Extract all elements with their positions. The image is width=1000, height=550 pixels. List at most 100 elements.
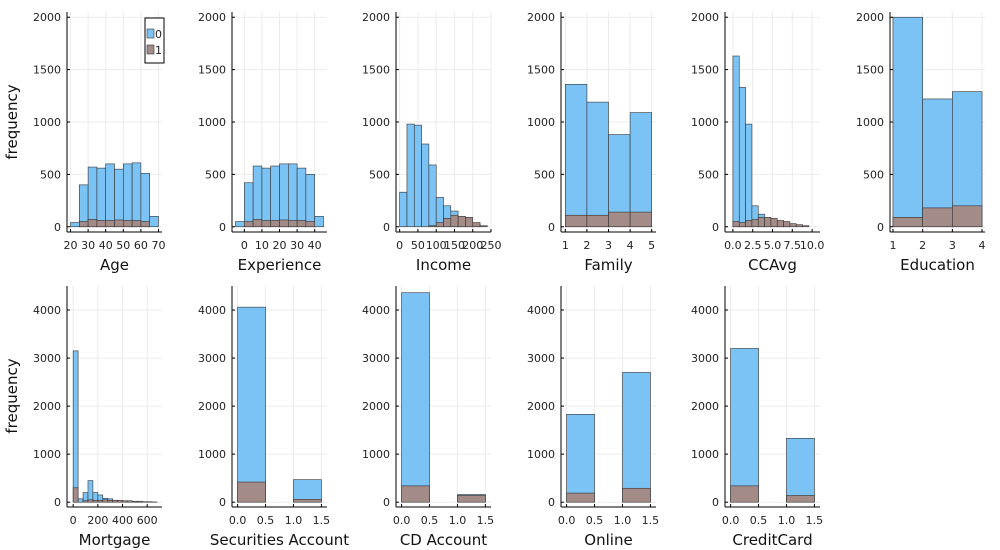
bar-age-class0 — [87, 166, 98, 228]
panel-creditcard: 0 1000 2000 3000 4000 0.0 0.5 1.0 1.5 CreditCard — [691, 286, 823, 549]
bar-family-class1 — [565, 214, 588, 228]
x-tick-label: 3 — [949, 239, 956, 252]
bar-mortgage-class1 — [137, 500, 143, 503]
bar-age-class0 — [140, 173, 150, 228]
bar-age-class1 — [79, 221, 89, 228]
bar-mortgage-class1 — [72, 487, 79, 503]
bar-family-class0 — [629, 112, 652, 228]
y-tick-label: 1500 — [33, 64, 61, 77]
y-tick-label: 1000 — [527, 116, 555, 129]
bar-income-class1 — [428, 225, 437, 228]
bar-income-class1 — [450, 214, 459, 228]
bar-age-class0 — [105, 163, 115, 228]
x-tick-label: 4 — [979, 239, 986, 252]
bar-age-class0 — [96, 167, 107, 228]
y-tick-label: 0 — [383, 496, 390, 509]
legend-label-0: 0 — [155, 28, 162, 41]
bar-ccavg-class1 — [795, 224, 803, 228]
bar-ccavg-class1 — [770, 218, 778, 228]
panel-experience: 0 500 1000 1500 2000 0 10 20 30 40 Experience — [198, 11, 327, 274]
bar-family-class0 — [565, 83, 588, 228]
x-tick-label: 5.0 — [764, 239, 782, 252]
bar-age-class0 — [149, 215, 159, 228]
x-tick-label: 1 — [889, 239, 896, 252]
y-tick-label: 1000 — [691, 448, 719, 461]
bar-education-class1 — [922, 207, 953, 228]
bar-creditcard-class1 — [730, 485, 759, 503]
x-axis-label-creditcard: CreditCard — [732, 531, 812, 549]
bar-ccavg-class1 — [745, 220, 753, 228]
bar-mortgage-class1 — [112, 499, 118, 503]
bar-family-class1 — [586, 214, 609, 228]
bar-income-class1 — [435, 222, 444, 228]
bar-experience-class1 — [305, 221, 315, 228]
y-tick-label: 500 — [863, 168, 884, 181]
x-tick-label: 3 — [605, 239, 612, 252]
y-tick-label: 0 — [219, 221, 226, 234]
bar-experience-class1 — [252, 219, 263, 228]
panel-online: 0 1000 2000 3000 4000 0.0 0.5 1.0 1.5 Online — [527, 286, 659, 549]
legend-swatch-0 — [146, 28, 155, 39]
bar-experience-class0 — [270, 165, 280, 228]
x-tick-label: 1.0 — [614, 514, 632, 527]
x-tick-label: 400 — [112, 514, 133, 527]
bar-securities-account-class1 — [293, 499, 322, 503]
bar-ccavg-class0 — [732, 55, 740, 228]
y-tick-label: 500 — [205, 168, 226, 181]
bar-family-class1 — [629, 211, 652, 228]
x-tick-label: 20 — [273, 239, 287, 252]
y-tick-label: 1500 — [856, 64, 884, 77]
x-tick-label: 0.0 — [229, 514, 247, 527]
y-tick-label: 2000 — [691, 11, 719, 24]
x-axis-label-experience: Experience — [238, 256, 322, 274]
bar-age-class1 — [96, 220, 107, 228]
bar-securities-account-class0 — [293, 479, 322, 503]
x-tick-label: 0.0 — [724, 239, 742, 252]
bar-ccavg-class1 — [764, 217, 772, 228]
y-tick-label: 0 — [877, 221, 884, 234]
bar-age-class1 — [122, 220, 133, 228]
x-tick-label: 70 — [151, 239, 165, 252]
y-tick-label: 2000 — [198, 11, 226, 24]
x-tick-label: 10.0 — [800, 239, 825, 252]
bar-mortgage-class1 — [127, 500, 133, 503]
bar-experience-class0 — [287, 163, 298, 228]
y-tick-label: 1000 — [33, 116, 61, 129]
y-tick-label: 1500 — [691, 64, 719, 77]
x-axis-label-online: Online — [584, 531, 632, 549]
bar-income-class0 — [428, 164, 437, 228]
bar-creditcard-class1 — [786, 495, 815, 503]
y-tick-label: 1500 — [362, 64, 390, 77]
bar-income-class0 — [399, 191, 408, 228]
bar-education-class1 — [892, 217, 923, 228]
bar-income-class1 — [443, 218, 452, 228]
bar-online-class0 — [566, 413, 595, 503]
bar-experience-class0 — [279, 163, 289, 228]
bar-age-class1 — [105, 220, 115, 228]
bar-experience-class1 — [270, 220, 280, 228]
bar-income-class1 — [457, 215, 466, 228]
x-tick-label: 100 — [426, 239, 447, 252]
x-tick-label: 1.5 — [477, 514, 495, 527]
y-tick-label: 0 — [54, 496, 61, 509]
y-tick-label: 500 — [534, 168, 555, 181]
x-tick-label: 0.0 — [722, 514, 740, 527]
y-tick-label: 2000 — [527, 11, 555, 24]
x-tick-label: 150 — [444, 239, 465, 252]
x-tick-label: 40 — [308, 239, 322, 252]
x-tick-label: 2 — [919, 239, 926, 252]
bar-family-class1 — [608, 211, 631, 228]
x-tick-label: 7.5 — [784, 239, 802, 252]
y-axis-label-row1: frequency — [3, 84, 21, 159]
bar-education-class0 — [922, 98, 953, 228]
x-axis-label-securities-account: Securities Account — [210, 531, 349, 549]
panel-securities-account: 0 1000 2000 3000 4000 0.0 0.5 1.0 1.5 Securities … — [198, 286, 349, 549]
bar-age-class1 — [87, 219, 98, 228]
bar-income-class1 — [472, 222, 481, 228]
x-tick-label: 600 — [137, 514, 158, 527]
x-axis-label-income: Income — [416, 256, 471, 274]
bar-cd-account-class1 — [401, 485, 430, 503]
panel-family: 0 500 1000 1500 2000 1 2 3 4 5 Family — [527, 11, 656, 274]
bar-mortgage-class1 — [107, 499, 113, 503]
